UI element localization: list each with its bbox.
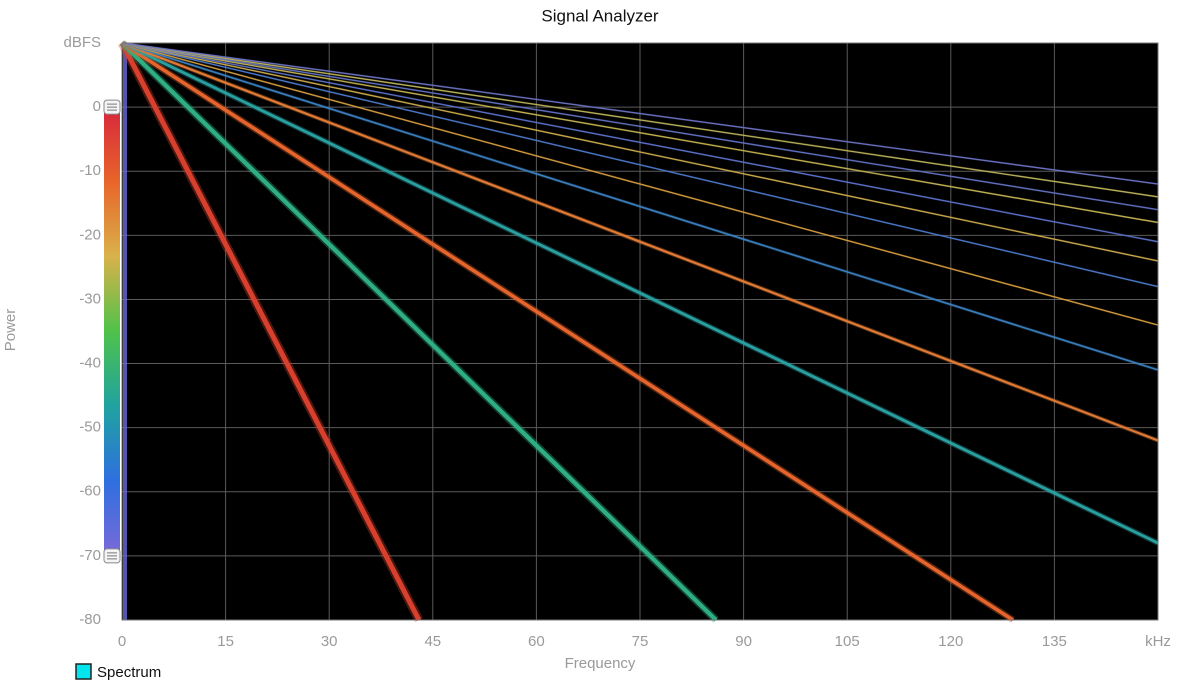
trace bbox=[121, 42, 1159, 243]
trace bbox=[121, 42, 1159, 198]
trace bbox=[121, 42, 1159, 326]
chart-title: Signal Analyzer bbox=[541, 6, 659, 25]
trace bbox=[121, 41, 1159, 545]
x-axis-label: Frequency bbox=[565, 655, 636, 672]
y-tick-label: -70 bbox=[79, 547, 101, 564]
y-tick-label: -50 bbox=[79, 419, 101, 436]
y-tick-label: -30 bbox=[79, 290, 101, 307]
y-tick-label: -40 bbox=[79, 355, 101, 372]
x-tick-label: kHz bbox=[1145, 633, 1171, 650]
legend-text: Spectrum bbox=[97, 664, 161, 681]
trace bbox=[120, 41, 718, 622]
y-tick-label: -60 bbox=[79, 483, 101, 500]
trace bbox=[119, 41, 422, 622]
x-tick-label: 105 bbox=[835, 633, 860, 650]
x-tick-label: 75 bbox=[632, 633, 649, 650]
colorbar-strip bbox=[123, 43, 127, 620]
colorbar-handle bbox=[103, 548, 121, 564]
x-tick-label: 0 bbox=[118, 633, 126, 650]
x-tick-label: 15 bbox=[217, 633, 234, 650]
trace bbox=[121, 42, 1159, 185]
y-tick-label: -20 bbox=[79, 226, 101, 243]
colorbar bbox=[104, 107, 120, 556]
x-tick-label: 90 bbox=[735, 633, 752, 650]
plot-border bbox=[121, 42, 1159, 621]
trace bbox=[121, 42, 1159, 262]
trace bbox=[121, 41, 1159, 442]
colorbar-handle bbox=[103, 99, 121, 115]
x-tick-label: 45 bbox=[424, 633, 441, 650]
trace bbox=[121, 42, 1159, 371]
x-tick-label: 135 bbox=[1042, 633, 1067, 650]
y-tick-label: -80 bbox=[79, 611, 101, 628]
trace bbox=[121, 41, 1014, 622]
x-tick-label: 30 bbox=[321, 633, 338, 650]
y-axis-label: Power bbox=[2, 309, 19, 352]
trace bbox=[121, 42, 1159, 224]
legend-swatch bbox=[75, 663, 92, 680]
trace bbox=[121, 42, 1159, 211]
x-tick-label: 60 bbox=[528, 633, 545, 650]
y-tick-label: dBFS bbox=[63, 34, 101, 51]
trace bbox=[121, 42, 1159, 288]
y-tick-label: -10 bbox=[79, 162, 101, 179]
y-tick-label: 0 bbox=[93, 98, 101, 115]
x-tick-label: 120 bbox=[938, 633, 963, 650]
